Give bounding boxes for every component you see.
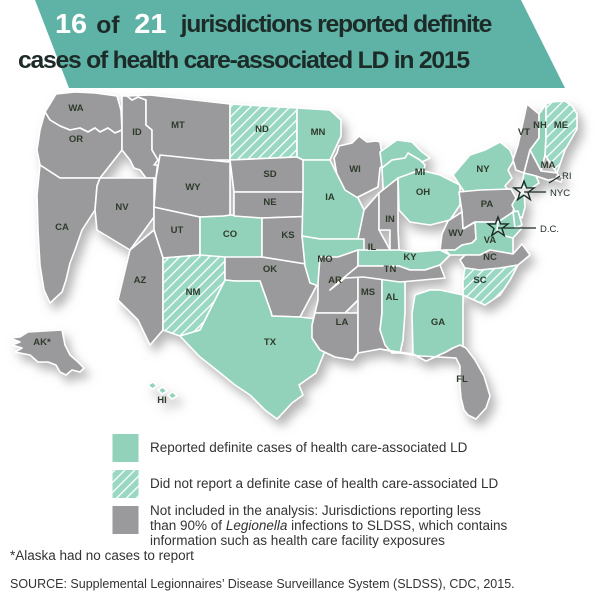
svg-text:WY: WY bbox=[185, 182, 201, 193]
svg-text:OH: OH bbox=[416, 187, 430, 198]
svg-text:AK*: AK* bbox=[33, 337, 51, 348]
svg-text:CA: CA bbox=[55, 222, 69, 233]
svg-text:TX: TX bbox=[264, 337, 277, 348]
svg-text:CO: CO bbox=[223, 229, 237, 240]
svg-text:NH: NH bbox=[533, 120, 547, 131]
svg-text:cases of health care-associate: cases of health care-associated LD in 20… bbox=[18, 47, 470, 74]
svg-text:MI: MI bbox=[415, 167, 426, 178]
svg-text:OK: OK bbox=[263, 264, 277, 275]
svg-text:LA: LA bbox=[336, 317, 349, 328]
svg-text:NYC: NYC bbox=[550, 188, 570, 199]
svg-text:MS: MS bbox=[361, 287, 375, 298]
svg-text:KY: KY bbox=[403, 252, 417, 263]
svg-text:than 90% of Legionella infecti: than 90% of Legionella infections to SLD… bbox=[150, 518, 507, 533]
svg-text:Did not report a definite case: Did not report a definite case of health… bbox=[150, 476, 498, 491]
svg-text:ID: ID bbox=[132, 127, 142, 138]
svg-text:SOURCE: Supplemental Legionnai: SOURCE: Supplemental Legionnaires’ Disea… bbox=[10, 577, 515, 591]
svg-text:21: 21 bbox=[134, 8, 166, 40]
svg-text:UT: UT bbox=[171, 225, 184, 236]
svg-text:SC: SC bbox=[473, 275, 486, 286]
svg-text:SD: SD bbox=[263, 169, 276, 180]
svg-text:RI: RI bbox=[562, 171, 572, 182]
svg-text:MT: MT bbox=[171, 120, 185, 131]
svg-text:OR: OR bbox=[69, 134, 83, 145]
svg-text:AL: AL bbox=[386, 292, 399, 303]
svg-text:AZ: AZ bbox=[134, 275, 147, 286]
svg-text:WV: WV bbox=[448, 228, 464, 239]
svg-text:information such as health car: information such as health care facility… bbox=[150, 533, 445, 548]
svg-text:Not included in the analysis:: Not included in the analysis: Jurisdicti… bbox=[150, 503, 481, 518]
svg-text:MN: MN bbox=[311, 127, 326, 138]
svg-text:TN: TN bbox=[384, 264, 397, 275]
svg-text:FL: FL bbox=[456, 374, 468, 385]
svg-text:NE: NE bbox=[263, 197, 276, 208]
svg-text:jurisdictions reported definit: jurisdictions reported definite bbox=[180, 11, 492, 38]
svg-text:D.C.: D.C. bbox=[540, 224, 559, 235]
svg-text:NM: NM bbox=[186, 287, 201, 298]
svg-text:NC: NC bbox=[483, 252, 497, 263]
svg-text:PA: PA bbox=[481, 199, 494, 210]
svg-text:MA: MA bbox=[541, 160, 556, 171]
svg-text:AR: AR bbox=[328, 275, 342, 286]
svg-text:WA: WA bbox=[68, 103, 83, 114]
svg-text:NY: NY bbox=[476, 164, 490, 175]
svg-text:KS: KS bbox=[281, 230, 294, 241]
svg-text:IA: IA bbox=[325, 192, 335, 203]
svg-text:16: 16 bbox=[55, 8, 87, 40]
svg-text:IL: IL bbox=[368, 242, 377, 253]
svg-text:HI: HI bbox=[157, 395, 167, 406]
svg-text:IN: IN bbox=[385, 214, 395, 225]
svg-text:VA: VA bbox=[484, 235, 497, 246]
svg-text:VT: VT bbox=[518, 127, 530, 138]
svg-text:ND: ND bbox=[255, 124, 269, 135]
svg-text:GA: GA bbox=[431, 317, 445, 328]
svg-text:NV: NV bbox=[115, 202, 129, 213]
svg-text:WI: WI bbox=[349, 164, 361, 175]
svg-text:ME: ME bbox=[554, 120, 568, 131]
svg-text:MO: MO bbox=[317, 254, 332, 265]
svg-text:Reported definite cases of hea: Reported definite cases of health care-a… bbox=[150, 440, 468, 455]
svg-text:of: of bbox=[96, 12, 120, 39]
svg-text:*Alaska had no cases to report: *Alaska had no cases to report bbox=[10, 548, 194, 563]
